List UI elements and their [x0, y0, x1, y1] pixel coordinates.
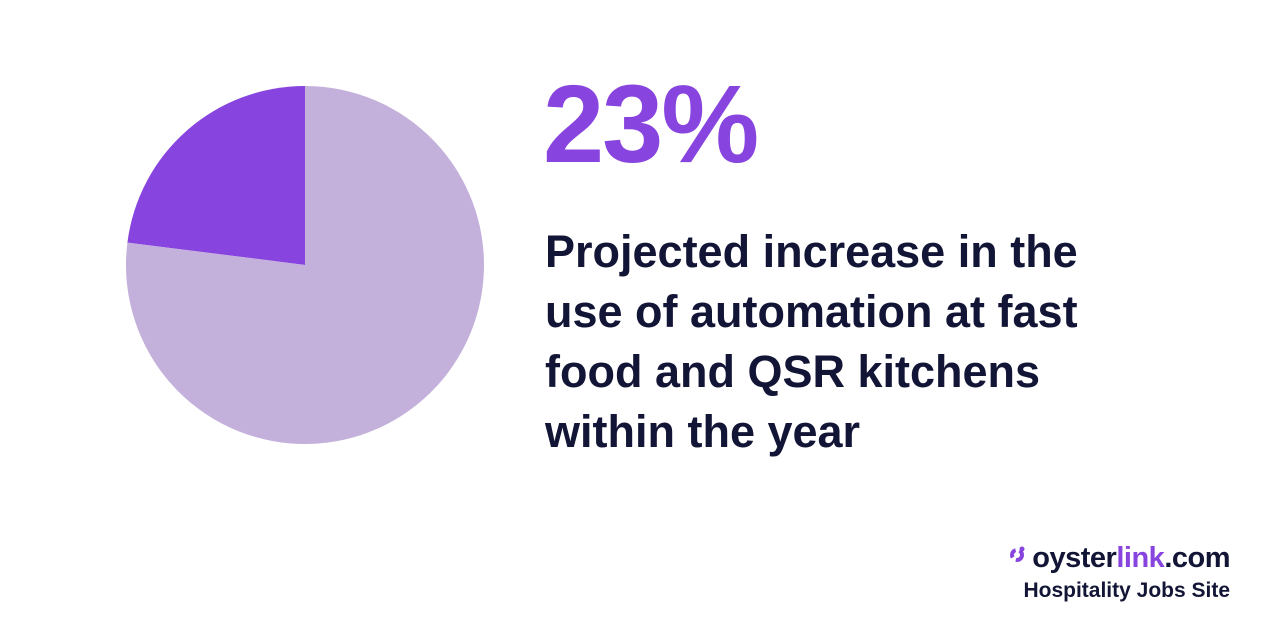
brand-name-part-1: oyster [1032, 542, 1117, 574]
stat-description: Projected increase in the use of automat… [545, 226, 1078, 457]
pie-chart [126, 86, 485, 444]
brand-wordmark: oyster link .com [1006, 540, 1230, 576]
pie-slice-1 [127, 86, 305, 265]
brand-name-part-3: .com [1164, 542, 1230, 574]
brand-logo[interactable]: oyster link .com Hospitality Jobs Site [1006, 540, 1230, 604]
oysterlink-logo-icon [1010, 546, 1025, 562]
brand-tagline: Hospitality Jobs Site [1023, 579, 1230, 602]
brand-name-part-2: link [1116, 542, 1165, 574]
pie-slice-2 [126, 86, 485, 444]
stat-value: 23% [543, 63, 759, 186]
